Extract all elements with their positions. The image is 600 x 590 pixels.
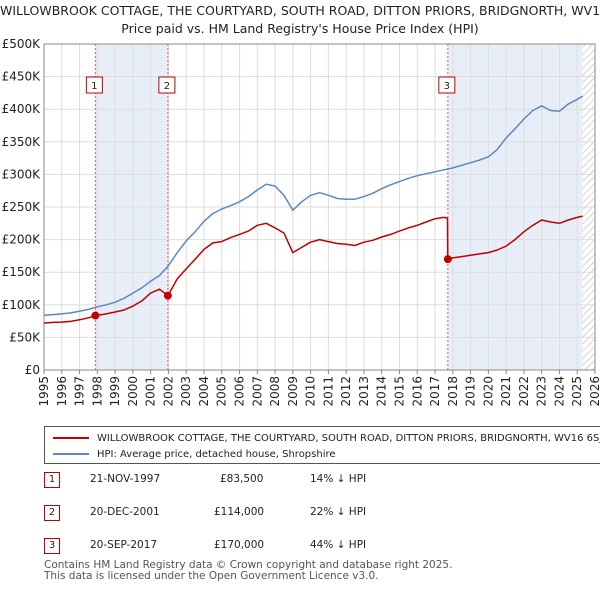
x-tick-label: 2024 bbox=[552, 376, 566, 407]
y-tick-label: £200K bbox=[2, 233, 42, 247]
sale-point-3 bbox=[443, 255, 452, 264]
x-tick-label: 2010 bbox=[304, 376, 318, 407]
x-tick-label: 2023 bbox=[535, 376, 549, 407]
x-tick-label: 2006 bbox=[233, 376, 247, 407]
x-tick-label: 2002 bbox=[161, 376, 175, 407]
sale-point-2 bbox=[163, 291, 172, 300]
x-tick-label: 2026 bbox=[588, 376, 600, 407]
sale-date: 20-DEC-2001 bbox=[90, 506, 160, 518]
x-tick-label: 2012 bbox=[339, 376, 353, 407]
x-tick-label: 1997 bbox=[73, 376, 87, 407]
x-tick-label: 1999 bbox=[108, 376, 122, 407]
x-tick-label: 2000 bbox=[126, 376, 140, 407]
x-tick-label: 1998 bbox=[90, 376, 104, 407]
sale-row: 2 20-DEC-2001 £114,000 22% ↓ HPI bbox=[44, 505, 544, 523]
x-tick-label: 2003 bbox=[179, 376, 193, 407]
x-tick-label: 1996 bbox=[55, 376, 69, 407]
sale-label-box-3 bbox=[438, 76, 456, 94]
y-tick-label: £350K bbox=[2, 135, 42, 149]
x-tick-label: 2020 bbox=[481, 376, 495, 407]
x-tick-label: 2025 bbox=[570, 376, 584, 407]
sale-row: 3 20-SEP-2017 £170,000 44% ↓ HPI bbox=[44, 538, 544, 556]
footer-copyright: Contains HM Land Registry data © Crown c… bbox=[44, 559, 453, 571]
y-tick-label: £0 bbox=[25, 363, 40, 377]
y-tick-label: £500K bbox=[2, 37, 42, 51]
x-tick-label: 2011 bbox=[321, 376, 335, 407]
sale-price: £114,000 bbox=[214, 506, 265, 518]
y-tick-label: £50K bbox=[9, 330, 41, 344]
legend-swatch-property bbox=[53, 437, 89, 439]
x-tick-label: 2004 bbox=[197, 376, 211, 407]
x-tick-label: 2007 bbox=[250, 376, 264, 407]
y-tick-label: £100K bbox=[2, 298, 42, 312]
sale-row: 1 21-NOV-1997 £83,500 14% ↓ HPI bbox=[44, 472, 544, 490]
x-tick-label: 1995 bbox=[37, 376, 51, 407]
y-tick-label: £450K bbox=[2, 70, 42, 84]
sale-point-1 bbox=[91, 311, 100, 320]
x-tick-label: 2001 bbox=[144, 376, 158, 407]
chart-title-line1: WILLOWBROOK COTTAGE, THE COURTYARD, SOUT… bbox=[0, 3, 600, 18]
footer: Contains HM Land Registry data © Crown c… bbox=[44, 560, 452, 582]
legend-label-property: WILLOWBROOK COTTAGE, THE COURTYARD, SOUT… bbox=[97, 432, 600, 444]
sale-label-3: 3 bbox=[444, 81, 450, 92]
sale-date: 21-NOV-1997 bbox=[90, 473, 161, 485]
price-chart: £0 £50K £100K £150K £200K £250K £300K £350K £400… bbox=[2, 37, 600, 407]
y-tick-label: £300K bbox=[2, 167, 42, 181]
x-tick-label: 2016 bbox=[410, 376, 424, 407]
x-tick-label: 2015 bbox=[392, 376, 406, 407]
legend-swatch-hpi bbox=[53, 453, 89, 455]
legend-label-hpi: HPI: Average price, detached house, Shro… bbox=[97, 448, 336, 460]
x-tick-label: 2018 bbox=[446, 376, 460, 407]
x-tick-label: 2009 bbox=[286, 376, 300, 407]
x-tick-label: 2021 bbox=[499, 376, 513, 407]
legend-item-hpi: HPI: Average price, detached house, Shro… bbox=[53, 446, 336, 462]
x-tick-label: 2005 bbox=[215, 376, 229, 407]
x-tick-label: 2008 bbox=[268, 376, 282, 407]
x-tick-label: 2019 bbox=[464, 376, 478, 407]
sale-hpi-diff: 44% ↓ HPI bbox=[310, 539, 367, 551]
legend: WILLOWBROOK COTTAGE, THE COURTYARD, SOUT… bbox=[44, 426, 600, 464]
legend-item-property: WILLOWBROOK COTTAGE, THE COURTYARD, SOUT… bbox=[53, 430, 600, 446]
sale-label-box-2 bbox=[158, 76, 176, 94]
chart-title-line2: Price paid vs. HM Land Registry's House … bbox=[121, 21, 479, 36]
sale-price: £83,500 bbox=[220, 473, 264, 485]
y-tick-label: £250K bbox=[2, 200, 42, 214]
sale-label-2: 2 bbox=[164, 81, 170, 92]
sale-price: £170,000 bbox=[214, 539, 265, 551]
sale-label-box-1 bbox=[85, 76, 103, 94]
sale-hpi-diff: 22% ↓ HPI bbox=[310, 506, 367, 518]
plot-frame bbox=[43, 43, 596, 371]
y-tick-label: £150K bbox=[2, 265, 42, 279]
sale-label-1: 1 bbox=[91, 81, 97, 92]
footer-licence: This data is licensed under the Open Gov… bbox=[44, 570, 379, 582]
sale-hpi-diff: 14% ↓ HPI bbox=[310, 473, 367, 485]
x-tick-label: 2017 bbox=[428, 376, 442, 407]
sale-badge: 2 bbox=[44, 505, 60, 521]
series-line-hpi bbox=[43, 95, 583, 316]
sale-badge: 3 bbox=[44, 538, 60, 554]
x-tick-label: 2022 bbox=[517, 376, 531, 407]
x-tick-label: 2013 bbox=[357, 376, 371, 407]
sale-date: 20-SEP-2017 bbox=[90, 539, 158, 551]
series-line-property bbox=[43, 215, 583, 324]
y-tick-label: £400K bbox=[2, 102, 42, 116]
sale-badge: 1 bbox=[44, 472, 60, 488]
x-tick-label: 2014 bbox=[375, 376, 389, 407]
